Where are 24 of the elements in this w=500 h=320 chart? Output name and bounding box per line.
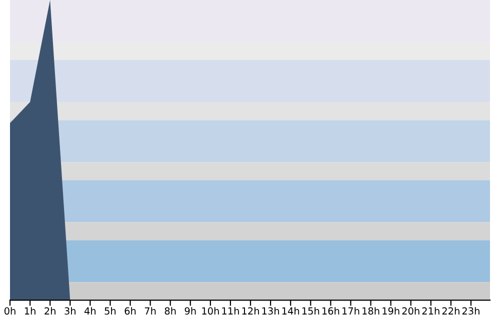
x-tick-label: 22h — [442, 307, 460, 314]
x-tick-label: 7h — [144, 307, 156, 314]
x-tick-label: 4h — [84, 307, 96, 314]
x-tick-label: 3h — [64, 307, 76, 315]
x-tick-label: 10h — [202, 307, 219, 315]
x-tick-label: 16h — [322, 307, 340, 315]
x-tick-label: 0h — [4, 307, 16, 315]
x-tick-label: 20h — [402, 307, 420, 315]
x-tick-label: 18h — [362, 307, 380, 315]
x-tick-label: 5h — [104, 307, 116, 315]
x-tick-label: 17h — [342, 307, 360, 314]
x-tick-label: 1h — [24, 307, 36, 314]
x-tick-label: 15h — [302, 307, 320, 315]
x-tick-label: 23h — [462, 307, 480, 315]
x-tick-label: 11h — [222, 307, 239, 314]
x-tick-label: 2h — [44, 307, 56, 314]
x-tick-label: 8h — [164, 307, 176, 315]
x-tick-label: 21h — [422, 307, 440, 314]
x-tick-label: 14h — [282, 307, 300, 314]
x-tick-label: 13h — [262, 307, 279, 315]
x-tick-label: 19h — [382, 307, 400, 315]
x-tick-label: 6h — [124, 307, 136, 315]
x-tick-label: 9h — [184, 307, 196, 315]
x-tick-label: 12h — [242, 307, 259, 314]
